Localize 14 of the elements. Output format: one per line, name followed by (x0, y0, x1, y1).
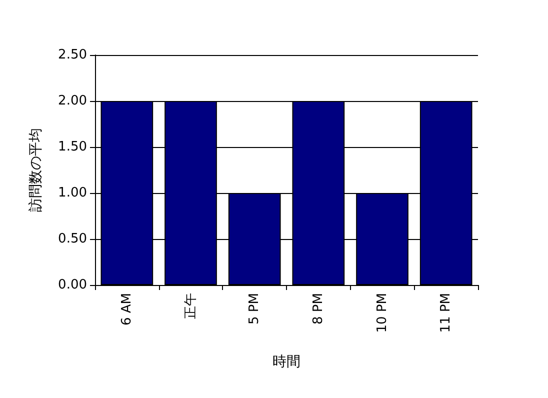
x-tick-label: 正午 (183, 293, 198, 319)
y-tick-label: 1.00 (58, 186, 87, 200)
x-tick-label: 6 AM (119, 293, 134, 326)
y-tick-label: 1.50 (58, 140, 87, 154)
y-tick-label: 0.00 (58, 278, 87, 292)
x-tick-label: 11 PM (438, 293, 454, 333)
x-tick-label: 5 PM (247, 293, 262, 324)
y-tick-label: 0.50 (58, 232, 87, 246)
y-tick-label: 2.50 (58, 48, 87, 62)
x-tick-label: 10 PM (374, 293, 390, 333)
x-axis-title: 時間 (272, 354, 300, 370)
x-tick-label: 8 PM (310, 293, 326, 324)
y-tick-label: 2.00 (58, 94, 87, 108)
y-axis-title: 訪問数の平均 (28, 128, 44, 212)
